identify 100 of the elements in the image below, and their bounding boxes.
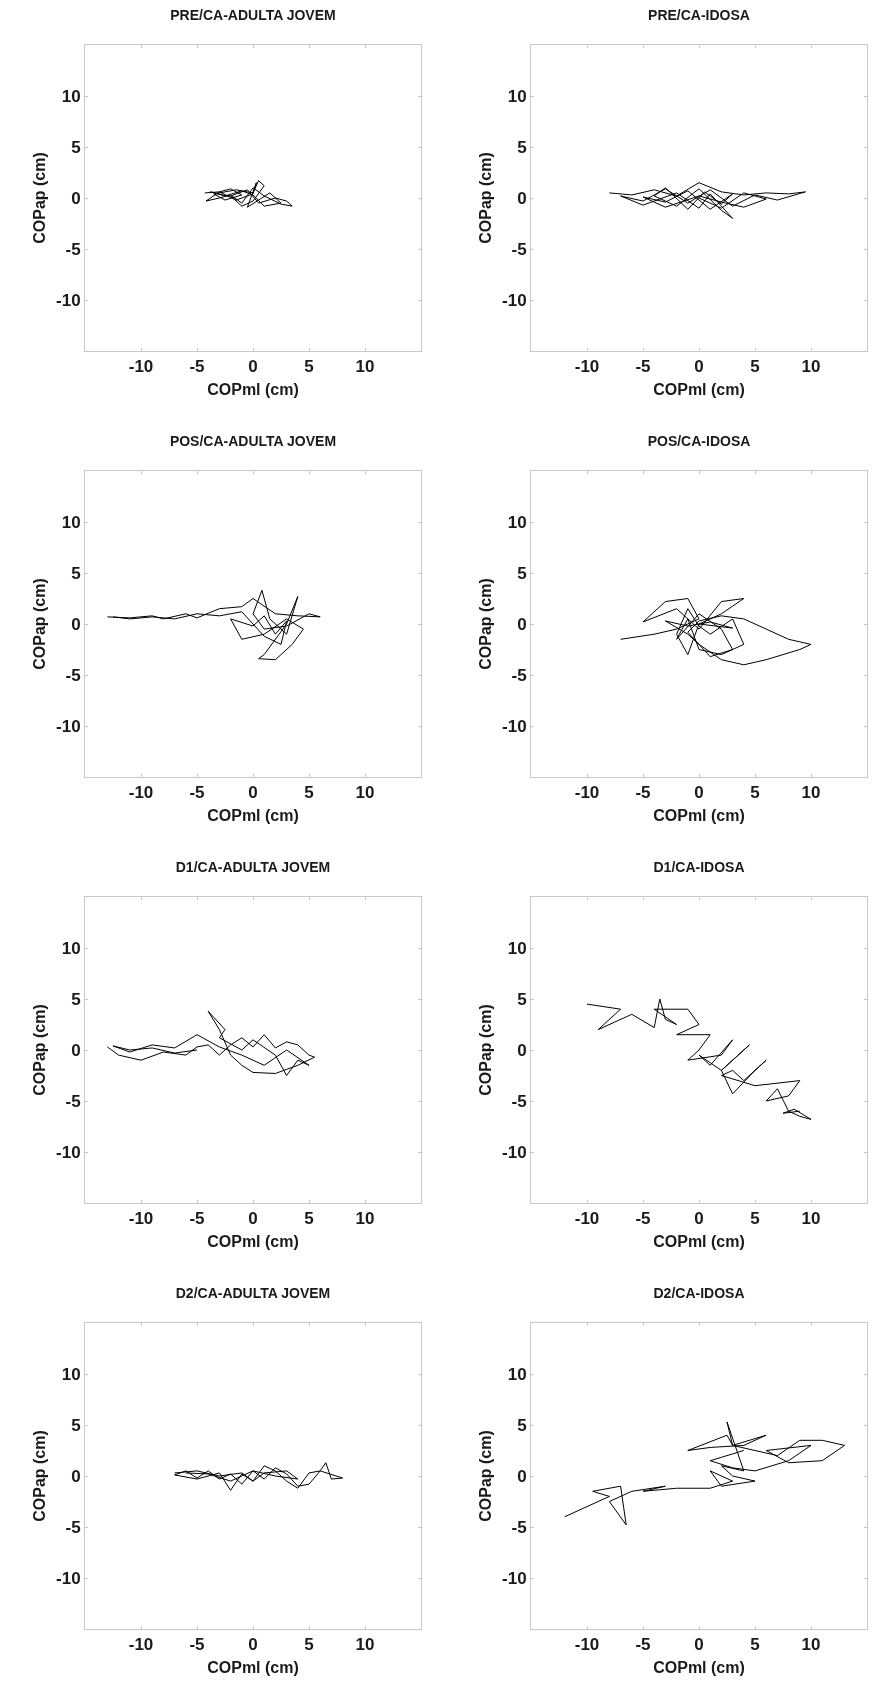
y-tick-label: 0: [517, 1466, 527, 1486]
y-axis-title: COPap (cm): [476, 578, 494, 670]
x-axis-title: COPml (cm): [653, 1233, 745, 1251]
y-tick-label: -10: [502, 290, 527, 310]
y-tick-label: 5: [517, 137, 527, 157]
y-tick-label: -5: [511, 239, 527, 259]
y-tick-label: 10: [507, 1364, 527, 1384]
y-tick-label: -5: [65, 239, 81, 259]
x-tick-label: 0: [248, 1635, 258, 1655]
chart-title: D2/CA-ADULTA JOVEM: [175, 1285, 331, 1302]
x-axis-title: COPml (cm): [653, 381, 745, 399]
x-tick-label: -10: [128, 783, 154, 803]
y-tick-label: 5: [517, 563, 527, 583]
x-tick-label: -10: [128, 1635, 154, 1655]
x-tick-label: 10: [355, 783, 375, 803]
y-tick-label: -10: [502, 716, 527, 736]
y-tick-label: -10: [56, 1142, 81, 1162]
y-tick-label: 5: [71, 1415, 81, 1435]
y-tick-label: -10: [56, 716, 81, 736]
x-tick-label: 10: [801, 1209, 821, 1229]
y-tick-label: 0: [71, 614, 81, 634]
y-axis-title: COPap (cm): [476, 1004, 494, 1096]
y-axis-title: COPap (cm): [30, 152, 48, 244]
y-tick-label: 10: [61, 512, 81, 532]
x-tick-label: 5: [304, 1635, 314, 1655]
x-tick-label: -10: [574, 1635, 600, 1655]
x-tick-label: -5: [189, 1209, 205, 1229]
y-tick-label: 0: [517, 614, 527, 634]
x-tick-label: -10: [574, 357, 600, 377]
x-tick-label: 5: [304, 1209, 314, 1229]
chart-title: POS/CA-ADULTA JOVEM: [169, 433, 337, 450]
y-tick-label: 5: [517, 989, 527, 1009]
y-axis-title: COPap (cm): [30, 578, 48, 670]
y-tick-label: 10: [61, 86, 81, 106]
x-tick-label: 0: [248, 357, 258, 377]
chart-title: PRE/CA-IDOSA: [648, 7, 750, 24]
x-tick-label: 0: [694, 1635, 704, 1655]
y-tick-label: -5: [65, 665, 81, 685]
x-tick-label: 10: [355, 1209, 375, 1229]
y-tick-label: -10: [56, 290, 81, 310]
x-axis-title: COPml (cm): [653, 1659, 745, 1677]
y-tick-label: 5: [71, 989, 81, 1009]
y-tick-label: 5: [71, 563, 81, 583]
y-axis-title: COPap (cm): [30, 1430, 48, 1522]
y-tick-label: 10: [507, 86, 527, 106]
y-tick-label: -5: [511, 1517, 527, 1537]
y-tick-label: 5: [71, 137, 81, 157]
x-tick-label: -5: [635, 783, 651, 803]
line-series: [620, 598, 812, 666]
x-axis-title: COPml (cm): [207, 1233, 299, 1251]
x-axis-title: COPml (cm): [207, 807, 299, 825]
y-tick-label: 0: [71, 188, 81, 208]
x-axis-title: COPml (cm): [207, 381, 299, 399]
y-tick-label: -5: [65, 1517, 81, 1537]
y-tick-label: -5: [511, 665, 527, 685]
y-tick-label: 10: [61, 938, 81, 958]
x-tick-label: -5: [635, 1209, 651, 1229]
y-tick-label: 5: [517, 1415, 527, 1435]
line-series: [106, 1010, 316, 1076]
y-tick-label: 10: [61, 1364, 81, 1384]
y-tick-label: 0: [71, 1466, 81, 1486]
x-axis-title: COPml (cm): [207, 1659, 299, 1677]
chart-title: D1/CA-ADULTA JOVEM: [175, 859, 331, 876]
x-tick-label: 10: [801, 357, 821, 377]
y-tick-label: 0: [517, 188, 527, 208]
y-tick-label: 10: [507, 512, 527, 532]
chart-title: D1/CA-IDOSA: [653, 859, 745, 876]
line-series: [608, 182, 806, 219]
x-tick-label: 0: [248, 783, 258, 803]
x-tick-label: -10: [574, 783, 600, 803]
x-tick-label: 10: [355, 357, 375, 377]
x-tick-label: 5: [750, 357, 760, 377]
y-tick-label: 0: [517, 1040, 527, 1060]
chart-title: D2/CA-IDOSA: [653, 1285, 745, 1302]
x-tick-label: 10: [801, 1635, 821, 1655]
x-tick-label: 5: [304, 783, 314, 803]
x-tick-label: 10: [801, 783, 821, 803]
x-tick-label: -10: [574, 1209, 600, 1229]
y-axis-title: COPap (cm): [476, 1430, 494, 1522]
x-tick-label: -10: [128, 1209, 154, 1229]
x-axis-title: COPml (cm): [653, 807, 745, 825]
y-tick-label: -5: [511, 1091, 527, 1111]
x-tick-label: -5: [189, 1635, 205, 1655]
y-tick-label: 10: [507, 938, 527, 958]
line-series: [204, 180, 293, 208]
y-tick-label: -10: [502, 1568, 527, 1588]
line-series: [174, 1462, 344, 1491]
x-tick-label: -5: [635, 357, 651, 377]
x-tick-label: 5: [750, 1635, 760, 1655]
x-tick-label: -5: [189, 783, 205, 803]
chart-title: POS/CA-IDOSA: [647, 433, 751, 450]
x-tick-label: 0: [248, 1209, 258, 1229]
line-series: [586, 998, 812, 1120]
y-axis-title: COPap (cm): [30, 1004, 48, 1096]
y-tick-label: 0: [71, 1040, 81, 1060]
y-axis-title: COPap (cm): [476, 152, 494, 244]
line-series: [564, 1421, 846, 1526]
line-series: [106, 589, 321, 661]
x-tick-label: 10: [355, 1635, 375, 1655]
x-tick-label: 0: [694, 1209, 704, 1229]
